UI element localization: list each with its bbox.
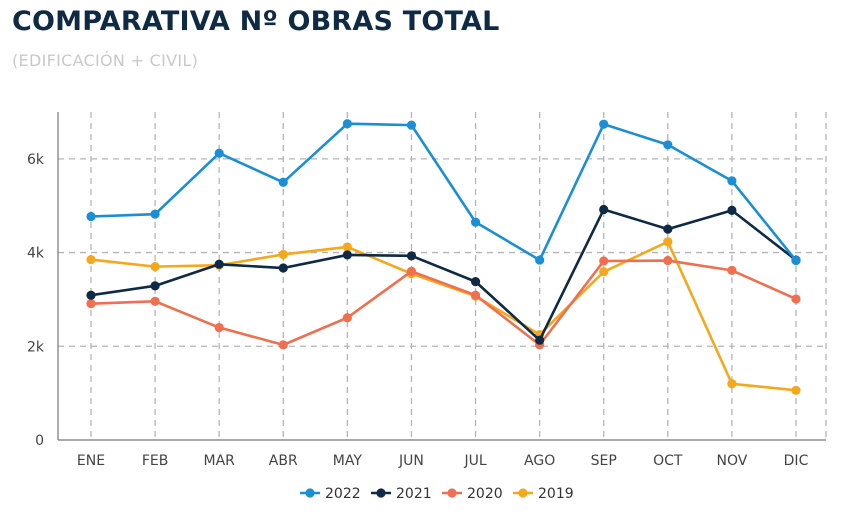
data-point-2019 [663, 237, 673, 247]
tick-labels: 0 2k 4k 6k ENE FEB MAR ABR MAY JUN JUL AGO SEP OCT NOV… [27, 152, 809, 469]
x-tick-label: ENE [77, 453, 105, 469]
legend-item-2019: 2019 [513, 486, 574, 502]
data-point-2022 [791, 255, 801, 266]
chart-title: COMPARATIVA Nº OBRAS TOTAL [12, 6, 500, 37]
data-point-2020 [470, 290, 481, 300]
legend-marker [518, 488, 528, 498]
data-point-2022 [342, 119, 352, 129]
data-point-2020 [727, 265, 737, 275]
series-2021 [86, 204, 801, 345]
data-point-2021 [535, 335, 545, 345]
x-tick-label: AGO [524, 453, 555, 469]
legend-item-2021: 2021 [371, 486, 432, 502]
data-point-2020 [278, 340, 288, 350]
x-tick-label: MAR [203, 453, 235, 469]
data-point-2022 [470, 217, 481, 227]
data-point-2019 [278, 249, 288, 260]
data-point-2021 [727, 205, 737, 215]
axes [57, 112, 826, 441]
data-point-2021 [278, 263, 288, 273]
legend-item-2022: 2022 [300, 486, 361, 502]
data-point-2022 [278, 177, 288, 187]
chart-subtitle: (EDIFICACIÓN + CIVIL) [12, 51, 199, 70]
data-point-2021 [406, 251, 417, 261]
legend-marker [447, 488, 457, 498]
x-tick-label: FEB [142, 453, 169, 469]
x-tick-label: ABR [269, 453, 298, 469]
y-tick-label: 0 [35, 433, 44, 449]
legend-marker [305, 488, 315, 498]
x-tick-label: SEP [591, 453, 617, 469]
data-point-2019 [150, 262, 160, 272]
data-point-2019 [599, 267, 609, 277]
series-2022 [86, 119, 801, 266]
data-point-2020 [214, 322, 224, 333]
data-point-2020 [342, 313, 352, 323]
data-point-2021 [342, 250, 352, 260]
legend-marker [376, 488, 386, 498]
data-point-2020 [406, 266, 417, 276]
series-lines [86, 119, 801, 395]
data-point-2019 [791, 385, 801, 395]
data-point-2019 [342, 242, 352, 252]
data-point-2021 [150, 281, 160, 291]
data-point-2020 [791, 294, 801, 304]
data-point-2021 [214, 259, 224, 269]
x-tick-label: JUN [398, 453, 424, 469]
data-point-2022 [214, 148, 224, 158]
series-line-2020 [89, 259, 798, 347]
data-point-2021 [86, 290, 96, 300]
data-point-2021 [663, 224, 673, 234]
data-point-2022 [535, 255, 545, 265]
legend: 2022 2021 2020 2019 [300, 486, 574, 502]
x-tick-label: DIC [784, 453, 809, 469]
series-line-2021 [89, 208, 798, 342]
data-point-2019 [86, 255, 96, 265]
data-point-2022 [599, 119, 609, 129]
legend-label: 2019 [538, 486, 574, 502]
x-tick-label: NOV [716, 453, 747, 469]
data-point-2020 [599, 256, 609, 266]
data-point-2020 [150, 296, 160, 306]
data-point-2022 [86, 211, 96, 222]
y-tick-label: 2k [27, 339, 45, 355]
legend-label: 2020 [467, 486, 503, 502]
x-tick-label: MAY [333, 453, 363, 469]
data-point-2022 [150, 209, 160, 219]
data-point-2022 [663, 140, 673, 150]
data-point-2022 [727, 176, 737, 186]
data-point-2020 [663, 255, 673, 266]
series-line-2022 [89, 122, 798, 262]
y-tick-label: 6k [27, 152, 45, 168]
x-tick-label: OCT [653, 453, 683, 469]
legend-label: 2022 [325, 486, 361, 502]
data-point-2022 [406, 120, 417, 130]
data-point-2019 [727, 379, 737, 389]
legend-label: 2021 [396, 486, 432, 502]
legend-item-2020: 2020 [442, 486, 503, 502]
data-point-2020 [86, 299, 96, 309]
grid [58, 112, 827, 440]
x-tick-label: JUL [463, 453, 486, 469]
y-tick-label: 4k [27, 246, 45, 262]
data-point-2021 [599, 204, 609, 215]
data-point-2021 [470, 277, 481, 287]
series-2020 [86, 255, 801, 350]
series-line-2019 [89, 240, 798, 392]
